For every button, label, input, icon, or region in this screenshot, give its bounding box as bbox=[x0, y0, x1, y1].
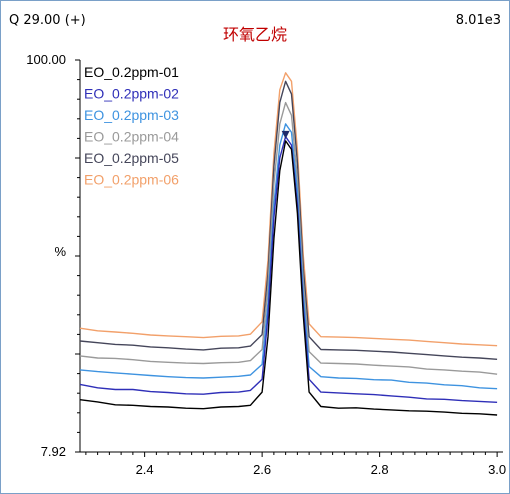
legend-entry: EO_0.2ppm-06 bbox=[84, 172, 179, 188]
legend-entry: EO_0.2ppm-04 bbox=[84, 129, 179, 145]
series-line-3 bbox=[79, 123, 498, 390]
legend-entry: EO_0.2ppm-02 bbox=[84, 86, 179, 102]
x-tick-label: 3.0 bbox=[488, 462, 506, 477]
peak-marker bbox=[281, 130, 290, 139]
y-min-label: 7.92 bbox=[41, 444, 66, 459]
series-line-4 bbox=[79, 101, 498, 375]
series-line-5 bbox=[79, 80, 498, 360]
series-line-1 bbox=[79, 140, 498, 416]
y-max-label: 100.00 bbox=[26, 52, 66, 67]
x-tick-label: 2.6 bbox=[253, 462, 271, 477]
x-tick-label: 2.8 bbox=[371, 462, 389, 477]
legend-entry: EO_0.2ppm-01 bbox=[84, 64, 179, 80]
legend-entry: EO_0.2ppm-03 bbox=[84, 107, 179, 123]
legend-entry: EO_0.2ppm-05 bbox=[84, 150, 179, 166]
x-tick-label: 2.4 bbox=[136, 462, 154, 477]
y-axis-label: % bbox=[54, 244, 66, 259]
intensity-scale: 8.01e3 bbox=[455, 13, 501, 28]
trace-label: Q 29.00 (+) bbox=[9, 13, 86, 28]
chart-title: 环氧乙烷 bbox=[222, 25, 287, 44]
series-line-6 bbox=[79, 72, 498, 347]
